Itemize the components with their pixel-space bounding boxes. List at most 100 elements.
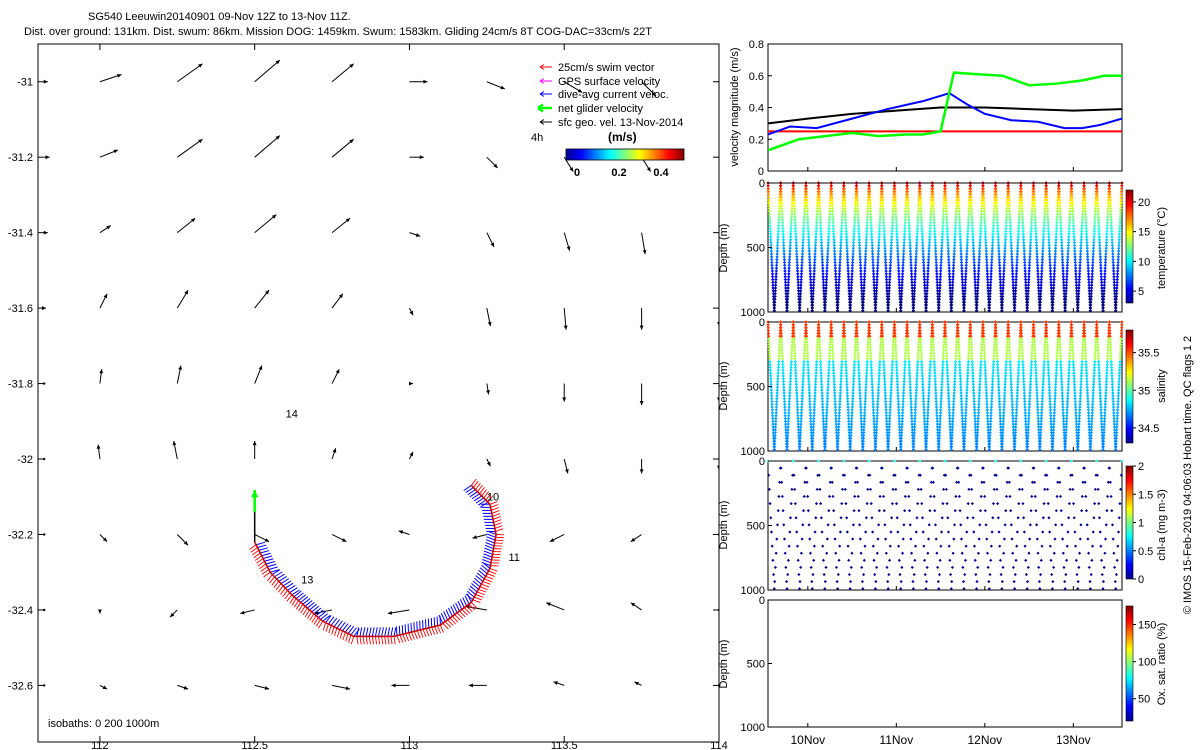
dac-vector: [318, 611, 326, 618]
geo-velocity-arrow-head: [106, 225, 111, 230]
profile-point: [792, 206, 797, 211]
profile-point: [780, 212, 784, 216]
profile-point: [794, 235, 798, 239]
dac-vector: [445, 609, 451, 619]
swim-vector: [476, 591, 485, 596]
profile-point: [823, 306, 827, 310]
dac-vector: [293, 590, 302, 598]
dac-vector: [356, 627, 360, 637]
swim-vector: [393, 636, 396, 645]
profile-point: [842, 192, 847, 197]
profile-point: [794, 243, 799, 248]
profile-point: [786, 277, 791, 282]
dac-vector: [482, 556, 492, 561]
profile-point: [802, 221, 806, 225]
swim-vector: [481, 489, 487, 497]
profile-point: [795, 257, 799, 262]
swim-vector: [260, 566, 268, 572]
profile-point: [831, 229, 836, 233]
colorbar-tick-label: 10: [1138, 256, 1150, 268]
geo-velocity-arrow-head: [335, 369, 340, 374]
profile-point: [816, 181, 821, 185]
profile-point: [834, 283, 838, 287]
profile-point: [839, 235, 843, 239]
dac-vector: [390, 627, 394, 637]
profile-point: [840, 215, 844, 219]
profile-point: [811, 283, 816, 287]
geo-velocity-dot: [42, 533, 46, 536]
geo-velocity-arrow-head: [639, 469, 644, 474]
profile-point: [801, 240, 805, 245]
dac-vector: [260, 550, 270, 554]
profile-point: [801, 232, 806, 236]
swim-vector: [328, 625, 332, 634]
profile-point: [842, 195, 847, 199]
profile-point: [843, 215, 848, 219]
velocity-ylabel: velocity magnitude (m/s): [729, 47, 741, 166]
profile-point: [779, 184, 783, 188]
profile-point: [830, 204, 835, 208]
dac-vector: [447, 607, 453, 617]
profile-point: [833, 263, 837, 267]
profile-point: [779, 198, 784, 202]
profile-point: [790, 209, 794, 214]
profile-point: [799, 272, 804, 276]
profile-point: [825, 255, 830, 259]
profile-point: [818, 212, 822, 216]
profile-point: [827, 232, 831, 236]
swim-vector: [350, 636, 355, 645]
profile-point: [832, 243, 836, 248]
geo-velocity-arrow-head: [345, 218, 351, 223]
profile-point: [766, 186, 770, 191]
geo-velocity-arrow-head: [117, 73, 122, 78]
swim-vector: [269, 576, 275, 584]
profile-point: [767, 198, 771, 202]
profile-point: [824, 291, 828, 296]
swim-vector: [313, 617, 319, 625]
profile-point: [793, 226, 798, 231]
profile-point: [802, 223, 806, 228]
temperature-colorbar: [1125, 189, 1134, 304]
geo-velocity-arrow-head: [184, 290, 189, 295]
profile-point: [807, 255, 812, 259]
profile-point: [783, 272, 787, 276]
legend-item-geostrophic: sfc geo. vel. 13-Nov-2014: [539, 117, 683, 129]
dac-vector: [359, 627, 363, 637]
geo-velocity-arrow: [254, 214, 277, 234]
profile-point: [814, 221, 819, 225]
geo-velocity-arrow-head: [96, 444, 101, 449]
swim-vector: [437, 625, 441, 634]
swim-vector: [300, 605, 306, 614]
swim-vector: [342, 632, 346, 641]
swim-vector: [491, 507, 499, 511]
profile-point: [843, 209, 847, 214]
swim-vector: [479, 487, 485, 495]
profile-point: [773, 300, 777, 304]
dac-vector: [484, 547, 494, 552]
dac-vector: [368, 627, 372, 637]
profile-point: [789, 229, 793, 233]
dac-vector: [322, 615, 331, 622]
geo-velocity-arrow-head: [258, 365, 263, 371]
profile-point: [820, 257, 825, 262]
profile-point: [771, 283, 775, 287]
swim-vector: [431, 626, 436, 635]
swim-vector: [359, 636, 362, 645]
swim-vector: [490, 504, 499, 508]
geo-velocity-arrow-head: [349, 139, 354, 144]
geo-velocity-arrow-head: [472, 535, 477, 540]
profile-point: [853, 212, 857, 216]
swim-vector: [473, 480, 479, 488]
geo-velocity-arrow: [254, 59, 281, 83]
map-y-tick-label: -31: [17, 77, 33, 89]
geo-velocity-arrow: [331, 63, 354, 83]
swim-vector: [459, 610, 466, 618]
swim-vector: [481, 583, 490, 588]
dac-vector: [298, 594, 306, 601]
profile-point: [782, 243, 786, 248]
geo-velocity-arrow-head: [546, 602, 551, 607]
dac-vector: [473, 495, 482, 502]
profile-point: [814, 226, 819, 231]
dac-vector: [278, 575, 287, 582]
profile-point: [779, 186, 783, 191]
